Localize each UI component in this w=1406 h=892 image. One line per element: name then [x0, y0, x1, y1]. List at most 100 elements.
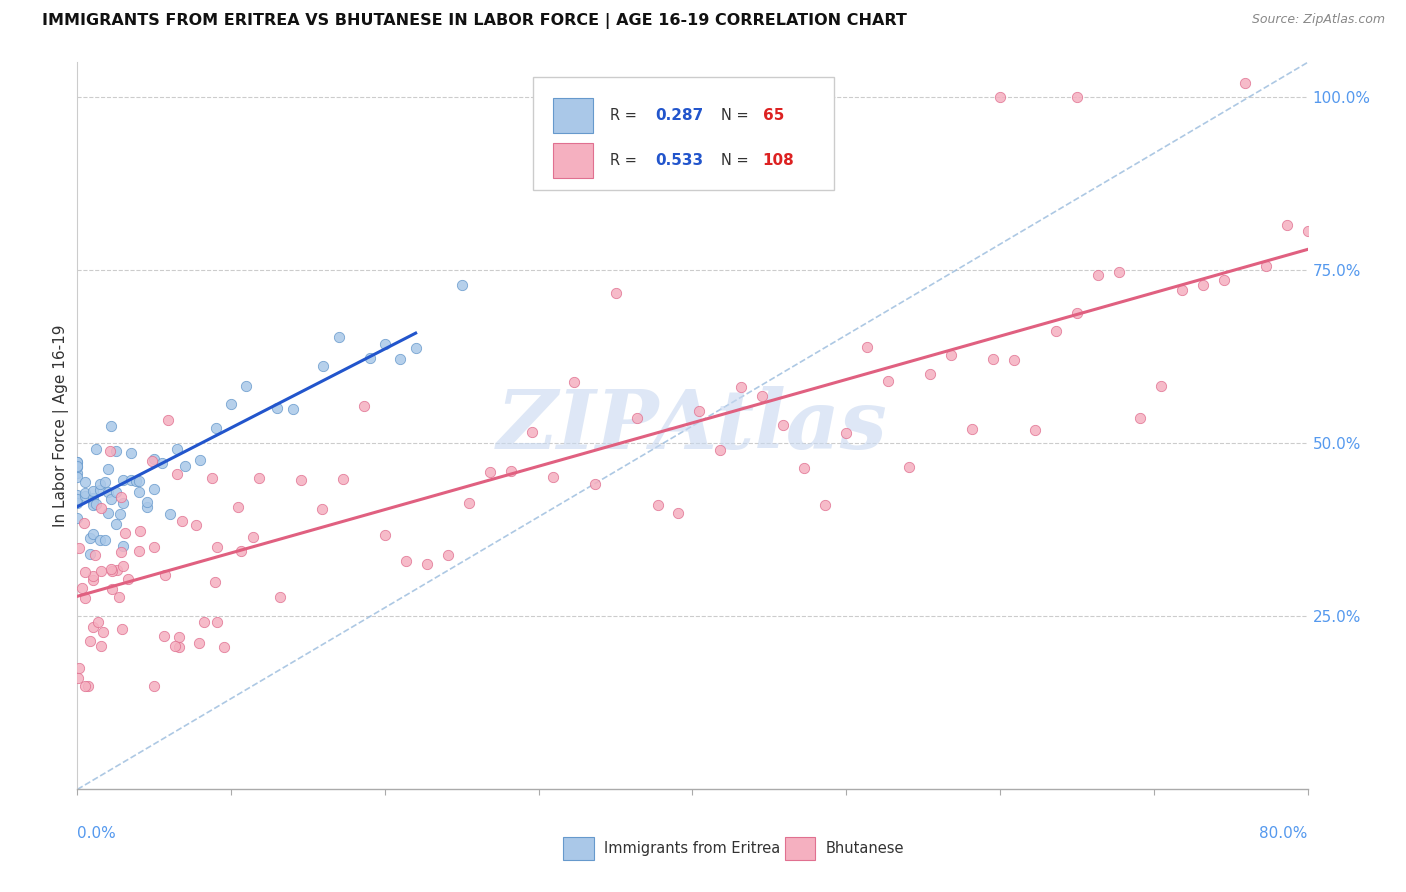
Point — [79, 547, 101, 561]
Point — [97, 484, 120, 499]
Point — [110, 508, 132, 522]
Point — [73, 485, 96, 500]
Point — [436, 548, 458, 562]
Point — [73, 516, 96, 530]
Point — [79, 634, 101, 648]
Point — [117, 572, 139, 586]
Point — [79, 531, 101, 545]
Point — [114, 526, 136, 541]
Point — [562, 375, 585, 389]
Point — [626, 411, 648, 425]
Point — [97, 462, 120, 476]
Point — [67, 661, 90, 675]
Point — [200, 471, 222, 485]
Point — [143, 679, 166, 693]
Point — [204, 574, 226, 589]
Point — [105, 563, 128, 577]
Point — [1129, 411, 1152, 425]
Point — [1066, 306, 1088, 320]
Point — [108, 590, 131, 604]
Bar — [554, 143, 593, 178]
Point — [242, 531, 264, 545]
Text: 65: 65 — [762, 108, 785, 123]
Point — [135, 495, 157, 509]
Point — [730, 379, 752, 393]
Point — [668, 507, 690, 521]
Point — [82, 498, 104, 512]
Point — [1212, 272, 1234, 286]
Point — [793, 461, 815, 475]
Point — [187, 635, 209, 649]
Point — [90, 640, 112, 654]
Point — [332, 472, 354, 486]
Point — [1275, 219, 1298, 233]
Point — [84, 497, 107, 511]
Text: Bhutanese: Bhutanese — [825, 841, 904, 855]
Point — [1254, 259, 1277, 273]
Text: 108: 108 — [762, 153, 794, 168]
Point — [374, 337, 396, 351]
Point — [128, 485, 150, 500]
Point — [877, 375, 900, 389]
Point — [266, 401, 288, 416]
Bar — [554, 98, 593, 133]
Point — [66, 460, 89, 475]
Point — [156, 412, 179, 426]
FancyBboxPatch shape — [533, 77, 834, 190]
Text: 0.287: 0.287 — [655, 108, 704, 123]
Point — [67, 541, 90, 556]
Point — [66, 459, 89, 474]
Point — [66, 466, 89, 480]
Point — [89, 477, 111, 491]
Point — [73, 679, 96, 693]
Point — [153, 629, 176, 643]
Point — [478, 465, 501, 479]
Point — [84, 548, 107, 562]
Text: R =: R = — [610, 108, 641, 123]
Text: 0.0%: 0.0% — [77, 826, 117, 841]
Point — [66, 496, 89, 510]
Point — [82, 569, 104, 583]
Point — [290, 473, 312, 487]
Point — [112, 496, 135, 510]
Point — [311, 502, 333, 516]
Point — [89, 533, 111, 547]
Point — [898, 460, 921, 475]
Point — [353, 400, 375, 414]
Point — [155, 568, 177, 582]
Point — [73, 475, 96, 490]
Point — [128, 524, 150, 538]
Text: N =: N = — [721, 153, 754, 168]
Point — [174, 459, 197, 474]
Point — [219, 397, 242, 411]
Point — [100, 564, 122, 578]
Point — [772, 418, 794, 433]
Text: Source: ZipAtlas.com: Source: ZipAtlas.com — [1251, 13, 1385, 27]
Point — [82, 620, 104, 634]
Point — [205, 615, 228, 629]
Point — [988, 90, 1011, 104]
Point — [143, 540, 166, 554]
Y-axis label: In Labor Force | Age 16-19: In Labor Force | Age 16-19 — [53, 325, 69, 527]
Point — [135, 500, 157, 514]
Point — [960, 422, 983, 436]
Point — [77, 679, 100, 693]
Point — [389, 352, 412, 367]
Point — [94, 475, 117, 489]
Point — [359, 351, 381, 365]
Point — [1087, 268, 1109, 283]
Bar — [564, 837, 595, 860]
Point — [100, 562, 122, 576]
Point — [1108, 265, 1130, 279]
Point — [100, 419, 122, 434]
Point — [1233, 76, 1256, 90]
Text: R =: R = — [610, 153, 641, 168]
Point — [84, 442, 107, 457]
Point — [165, 639, 187, 653]
Point — [226, 500, 249, 514]
Text: ZIPAtlas: ZIPAtlas — [496, 386, 889, 466]
Point — [100, 492, 122, 507]
Point — [416, 558, 439, 572]
Point — [212, 640, 235, 654]
Point — [120, 446, 142, 460]
